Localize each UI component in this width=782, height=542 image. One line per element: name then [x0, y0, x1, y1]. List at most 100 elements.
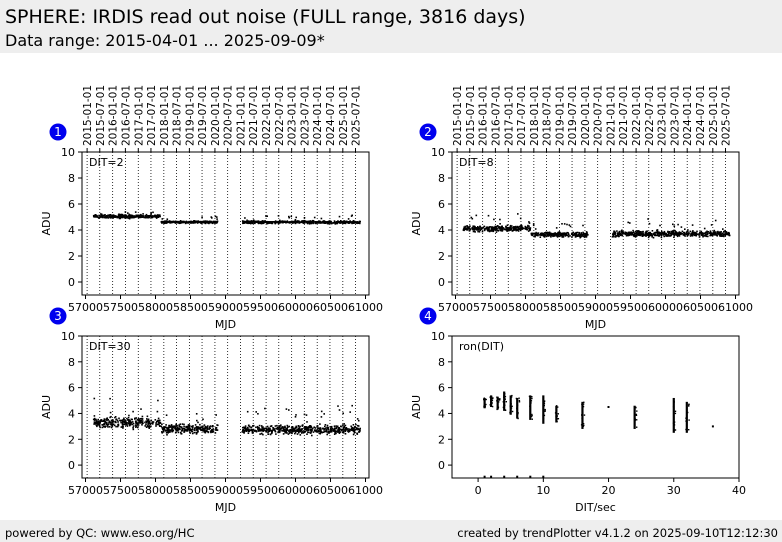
data-point — [293, 428, 295, 430]
data-point — [621, 234, 624, 237]
data-point — [638, 232, 641, 235]
data-point — [677, 234, 679, 237]
data-point — [531, 396, 533, 398]
data-point — [546, 233, 549, 235]
data-point — [661, 233, 663, 235]
data-point — [110, 423, 112, 426]
data-point — [175, 424, 178, 426]
data-point — [485, 226, 488, 229]
data-point — [528, 225, 530, 227]
data-point — [504, 228, 506, 231]
data-point — [344, 222, 347, 225]
data-point — [94, 423, 97, 425]
data-point — [528, 221, 530, 223]
data-point — [123, 423, 126, 425]
data-point — [556, 418, 559, 420]
top-date-tick-label: 2022-01-01 — [261, 85, 273, 146]
data-point — [564, 233, 567, 235]
data-point — [119, 419, 121, 422]
data-point — [466, 226, 469, 228]
data-point — [563, 223, 566, 225]
data-point — [620, 232, 622, 235]
data-point — [100, 214, 103, 217]
data-point — [668, 231, 671, 233]
data-point — [635, 233, 638, 235]
data-point — [575, 232, 578, 235]
data-point — [714, 219, 717, 222]
data-point — [648, 222, 651, 225]
data-point — [178, 424, 180, 426]
data-point — [483, 397, 485, 399]
data-point — [517, 417, 519, 419]
data-point — [287, 221, 290, 224]
data-point — [282, 221, 285, 223]
data-point — [483, 406, 485, 408]
y-tick-label: 0 — [68, 276, 75, 289]
data-point — [323, 431, 326, 433]
data-point — [356, 432, 358, 435]
data-point — [174, 221, 176, 224]
data-point — [343, 426, 346, 429]
data-point — [169, 430, 171, 432]
data-point — [634, 236, 637, 238]
data-point — [288, 429, 291, 431]
data-point — [319, 427, 321, 429]
data-point — [187, 221, 190, 224]
data-point — [673, 229, 675, 232]
data-point — [691, 232, 694, 234]
data-point — [529, 227, 532, 229]
data-point — [325, 222, 328, 224]
data-point — [294, 431, 297, 434]
data-point — [720, 235, 723, 237]
data-point — [510, 396, 513, 398]
data-point — [561, 223, 563, 225]
data-point — [691, 224, 694, 226]
data-point — [529, 400, 532, 402]
data-point — [720, 233, 722, 236]
x-tick-label: 61000 — [348, 484, 383, 497]
data-point — [279, 429, 282, 431]
data-point — [317, 221, 320, 224]
data-point — [306, 421, 308, 423]
data-point — [469, 228, 472, 230]
data-point — [270, 425, 273, 427]
data-point — [668, 234, 670, 237]
data-point — [257, 220, 259, 222]
data-point — [349, 221, 352, 224]
data-point — [550, 236, 552, 238]
data-point — [166, 220, 168, 223]
data-point — [711, 233, 714, 236]
data-point — [555, 227, 558, 229]
data-point — [287, 426, 289, 428]
data-point — [312, 431, 315, 433]
data-point — [271, 432, 273, 435]
data-point — [647, 236, 650, 239]
data-point — [243, 426, 245, 429]
data-point — [314, 222, 317, 225]
data-points — [92, 211, 361, 225]
data-point — [114, 215, 117, 217]
data-point — [337, 429, 339, 432]
data-point — [325, 429, 328, 431]
data-point — [337, 431, 339, 433]
data-point — [553, 234, 556, 237]
data-point — [567, 232, 569, 234]
data-point — [334, 223, 337, 225]
data-point — [128, 414, 130, 417]
data-point — [100, 213, 102, 215]
data-point — [110, 415, 112, 418]
data-point — [312, 427, 314, 430]
data-point — [711, 425, 714, 428]
data-point — [359, 427, 361, 430]
data-point — [323, 221, 325, 223]
x-axis-label: MJD — [585, 318, 606, 331]
data-point — [98, 214, 100, 217]
data-point — [557, 234, 559, 237]
data-point — [478, 231, 481, 233]
data-point — [515, 226, 517, 229]
data-point — [545, 233, 547, 235]
data-point — [282, 433, 285, 435]
data-point — [499, 223, 501, 225]
data-point — [286, 432, 288, 434]
data-point — [243, 220, 245, 223]
